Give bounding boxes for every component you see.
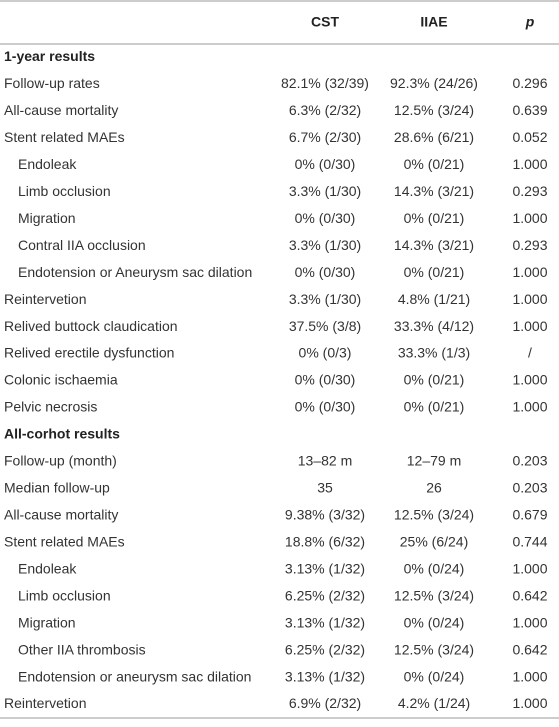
row-label: Endoleak: [18, 560, 77, 576]
row-label: Follow-up rates: [4, 75, 100, 91]
cell: 14.3% (3/21): [394, 183, 474, 199]
cell: 0% (0/24): [404, 668, 465, 684]
row-label: Other IIA thrombosis: [18, 641, 146, 657]
column-header: CST: [311, 14, 339, 30]
cell: 12.5% (3/24): [394, 587, 474, 603]
cell: 1.000: [512, 210, 547, 226]
row-label: Stent related MAEs: [4, 533, 125, 549]
row-label: Endotension or aneurysm sac dilation: [18, 668, 251, 684]
section-title: 1-year results: [4, 48, 95, 64]
cell: 3.3% (1/30): [289, 237, 361, 253]
column-header: IIAE: [420, 14, 447, 30]
cell: 33.3% (4/12): [394, 318, 474, 334]
row-label: Stent related MAEs: [4, 129, 125, 145]
cell: 3.13% (1/32): [285, 668, 365, 684]
cell: 3.13% (1/32): [285, 614, 365, 630]
cell: 0% (0/21): [404, 399, 465, 415]
row-label: Relived buttock claudication: [4, 318, 178, 334]
cell: 0.642: [512, 641, 547, 657]
cell: 0% (0/21): [404, 372, 465, 388]
column-header: p: [525, 14, 535, 30]
cell: 6.25% (2/32): [285, 587, 365, 603]
cell: 0% (0/30): [295, 399, 356, 415]
cell: 4.2% (1/24): [398, 695, 470, 711]
section-title: All-corhot results: [4, 426, 120, 442]
cell: 0% (0/21): [404, 156, 465, 172]
row-label: Follow-up (month): [4, 453, 117, 469]
row-label: Colonic ischaemia: [4, 372, 118, 388]
cell: 0.203: [512, 453, 547, 469]
cell: 0.642: [512, 587, 547, 603]
cell: 0.679: [512, 507, 547, 523]
cell: 4.8% (1/21): [398, 291, 470, 307]
row-label: Limb occlusion: [18, 183, 111, 199]
cell: 3.3% (1/30): [289, 183, 361, 199]
cell: 6.9% (2/32): [289, 695, 361, 711]
cell: 0% (0/30): [295, 264, 356, 280]
cell: 6.3% (2/32): [289, 102, 361, 118]
cell: 1.000: [512, 318, 547, 334]
cell: 1.000: [512, 372, 547, 388]
cell: 0.296: [512, 75, 547, 91]
cell: 12.5% (3/24): [394, 102, 474, 118]
cell: 0% (0/21): [404, 264, 465, 280]
cell: 0% (0/3): [299, 345, 352, 361]
cell: 3.3% (1/30): [289, 291, 361, 307]
cell: 92.3% (24/26): [390, 75, 478, 91]
cell: 0.052: [512, 129, 547, 145]
cell: 0.293: [512, 183, 547, 199]
cell: 9.38% (3/32): [285, 507, 365, 523]
cell: 1.000: [512, 695, 547, 711]
cell: 13–82 m: [298, 453, 352, 469]
cell: 3.13% (1/32): [285, 560, 365, 576]
row-label: Migration: [18, 210, 76, 226]
cell: 0.744: [512, 533, 547, 549]
cell: 0% (0/30): [295, 156, 356, 172]
cell: 25% (6/24): [400, 533, 468, 549]
cell: 0% (0/24): [404, 614, 465, 630]
row-label: Migration: [18, 614, 76, 630]
cell: 1.000: [512, 264, 547, 280]
cell: 28.6% (6/21): [394, 129, 474, 145]
cell: 12–79 m: [407, 453, 461, 469]
row-label: Pelvic necrosis: [4, 399, 97, 415]
cell: 1.000: [512, 668, 547, 684]
cell: 0% (0/24): [404, 560, 465, 576]
cell: 33.3% (1/3): [398, 345, 470, 361]
row-label: Relived erectile dysfunction: [4, 345, 174, 361]
cell: 6.25% (2/32): [285, 641, 365, 657]
cell: 0% (0/30): [295, 372, 356, 388]
cell: 1.000: [512, 291, 547, 307]
cell: 1.000: [512, 614, 547, 630]
row-label: All-cause mortality: [4, 102, 118, 118]
cell: 18.8% (6/32): [285, 533, 365, 549]
cell: 0.639: [512, 102, 547, 118]
cell: 37.5% (3/8): [289, 318, 361, 334]
row-label: Reintervetion: [4, 695, 87, 711]
row-label: Contral IIA occlusion: [18, 237, 146, 253]
cell: 1.000: [512, 399, 547, 415]
cell: 82.1% (32/39): [281, 75, 369, 91]
row-label: Endotension or Aneurysm sac dilation: [18, 264, 252, 280]
cell: 1.000: [512, 156, 547, 172]
cell: 0% (0/30): [295, 210, 356, 226]
row-label: Endoleak: [18, 156, 77, 172]
cell: 0.293: [512, 237, 547, 253]
cell: 0% (0/21): [404, 210, 465, 226]
cell: 6.7% (2/30): [289, 129, 361, 145]
cell: /: [528, 345, 532, 361]
row-label: Limb occlusion: [18, 587, 111, 603]
cell: 12.5% (3/24): [394, 641, 474, 657]
cell: 35: [317, 480, 333, 496]
row-label: All-cause mortality: [4, 507, 118, 523]
row-label: Reintervetion: [4, 291, 87, 307]
cell: 1.000: [512, 560, 547, 576]
row-label: Median follow-up: [4, 480, 110, 496]
cell: 26: [426, 480, 442, 496]
cell: 14.3% (3/21): [394, 237, 474, 253]
cell: 0.203: [512, 480, 547, 496]
cell: 12.5% (3/24): [394, 507, 474, 523]
